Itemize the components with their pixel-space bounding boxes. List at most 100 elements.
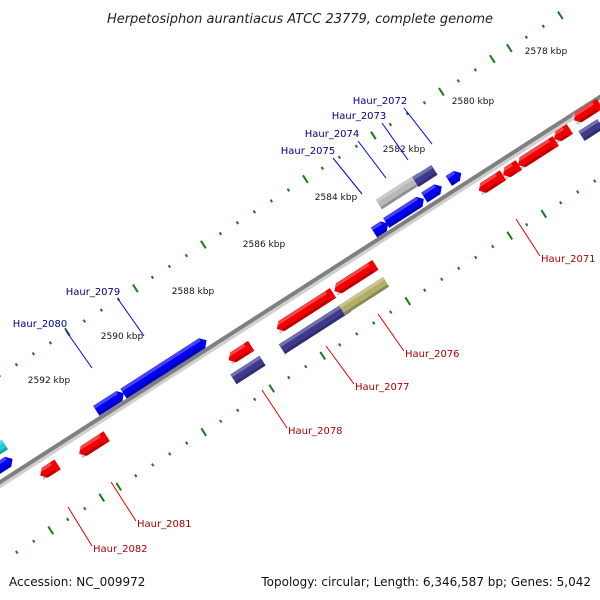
major-tick bbox=[200, 427, 208, 437]
minor-tick bbox=[422, 100, 427, 105]
gene-label: Haur_2076 bbox=[405, 349, 460, 360]
label-leader-line bbox=[261, 389, 288, 429]
minor-tick bbox=[48, 341, 53, 345]
gene-arrow bbox=[230, 355, 266, 385]
tick-label: 2592 kbp bbox=[28, 376, 71, 386]
major-tick bbox=[404, 296, 412, 306]
minor-tick bbox=[473, 68, 478, 72]
gene-label: Haur_2079 bbox=[66, 287, 121, 298]
major-tick bbox=[319, 351, 327, 361]
minor-tick bbox=[474, 255, 478, 260]
tick-label: 2578 kbp bbox=[525, 47, 568, 57]
minor-tick bbox=[185, 441, 189, 445]
major-tick bbox=[370, 131, 377, 140]
genome-backbone bbox=[0, 94, 600, 485]
tick-label: 2590 kbp bbox=[101, 332, 144, 342]
gene-arrow bbox=[226, 340, 255, 365]
minor-tick bbox=[236, 408, 240, 413]
gene-arrow bbox=[500, 160, 522, 180]
minor-tick bbox=[372, 321, 376, 325]
gene-label: Haur_2081 bbox=[137, 519, 192, 530]
gene-arrow bbox=[476, 170, 507, 196]
tick-label: 2588 kbp bbox=[172, 287, 215, 297]
minor-tick bbox=[491, 244, 495, 249]
major-tick bbox=[47, 526, 55, 535]
minor-tick bbox=[405, 111, 410, 116]
label-leader-line bbox=[381, 122, 409, 161]
minor-tick bbox=[388, 122, 393, 127]
major-tick bbox=[557, 11, 564, 20]
label-leader-line bbox=[377, 313, 405, 352]
label-leader-line bbox=[332, 157, 363, 195]
label-leader-line bbox=[67, 506, 93, 547]
label-leader-line bbox=[325, 345, 355, 385]
gene-arrow bbox=[331, 259, 379, 296]
minor-tick bbox=[524, 35, 529, 39]
label-leader-line bbox=[357, 140, 387, 179]
major-tick bbox=[268, 384, 276, 393]
minor-tick bbox=[423, 288, 427, 293]
gene-features bbox=[0, 98, 600, 481]
gene-arrow bbox=[383, 196, 424, 228]
minor-tick bbox=[337, 155, 342, 160]
minor-tick bbox=[167, 264, 172, 269]
gene-label: Haur_2073 bbox=[332, 111, 387, 122]
minor-tick bbox=[219, 419, 223, 424]
minor-tick bbox=[338, 342, 342, 347]
major-tick bbox=[115, 482, 123, 492]
major-tick bbox=[489, 54, 496, 64]
tick-label: 2586 kbp bbox=[243, 240, 286, 250]
gene-label: Haur_2074 bbox=[305, 129, 360, 140]
major-tick bbox=[200, 240, 207, 249]
minor-tick bbox=[576, 190, 580, 194]
genome-summary-text: Topology: circular; Length: 6,346,587 bp… bbox=[260, 575, 591, 589]
minor-tick bbox=[235, 220, 240, 225]
minor-tick bbox=[184, 253, 189, 258]
minor-tick bbox=[440, 277, 444, 282]
gene-arrow bbox=[338, 276, 390, 316]
major-tick bbox=[132, 283, 139, 293]
minor-tick bbox=[253, 397, 257, 402]
label-leader-line bbox=[117, 298, 145, 337]
major-tick bbox=[506, 231, 514, 240]
gene-arrow bbox=[0, 456, 13, 476]
gene-arrow bbox=[445, 170, 462, 186]
minor-tick bbox=[168, 452, 172, 456]
minor-tick bbox=[457, 266, 461, 271]
gene-arrow bbox=[421, 184, 442, 203]
gene-label: Haur_2082 bbox=[93, 544, 148, 555]
gene-label: Haur_2080 bbox=[13, 319, 68, 330]
minor-tick bbox=[83, 506, 87, 511]
tick-label: 2582 kbp bbox=[383, 145, 426, 155]
tick-label: 2580 kbp bbox=[452, 97, 495, 107]
accession-text: Accession: NC_009972 bbox=[9, 575, 145, 589]
major-tick bbox=[540, 209, 548, 219]
minor-tick bbox=[31, 351, 36, 356]
minor-tick bbox=[151, 463, 155, 467]
minor-tick bbox=[14, 362, 19, 367]
map-title: Herpetosiphon aurantiacus ATCC 23779, co… bbox=[107, 12, 493, 27]
minor-tick bbox=[218, 231, 223, 236]
gene-label: Haur_2078 bbox=[288, 426, 343, 437]
gene-labels: Haur_2072 Haur_2073 Haur_2074 Haur_2075 Haur… bbox=[13, 96, 596, 555]
gene-arrow bbox=[571, 98, 600, 125]
gene-label: Haur_2077 bbox=[355, 382, 410, 393]
tick-marks: 2578 kbp 2580 kbp 2582 kbp 2584 kbp 2586 kbp… bbox=[0, 11, 597, 555]
gene-arrow bbox=[93, 391, 124, 416]
gene-arrow bbox=[120, 338, 207, 399]
minor-tick bbox=[32, 539, 36, 544]
minor-tick bbox=[559, 201, 563, 205]
gene-arrow bbox=[76, 431, 110, 459]
tick-label: 2584 kbp bbox=[315, 193, 358, 203]
minor-tick bbox=[304, 364, 308, 369]
minor-tick bbox=[134, 473, 138, 478]
gene-arrow bbox=[274, 288, 337, 334]
minor-tick bbox=[355, 332, 359, 336]
minor-tick bbox=[150, 275, 155, 280]
minor-tick bbox=[354, 144, 359, 149]
gene-arrow bbox=[0, 439, 9, 459]
gene-arrow bbox=[578, 119, 600, 141]
gene-arrow bbox=[551, 124, 573, 144]
minor-tick bbox=[269, 199, 274, 203]
